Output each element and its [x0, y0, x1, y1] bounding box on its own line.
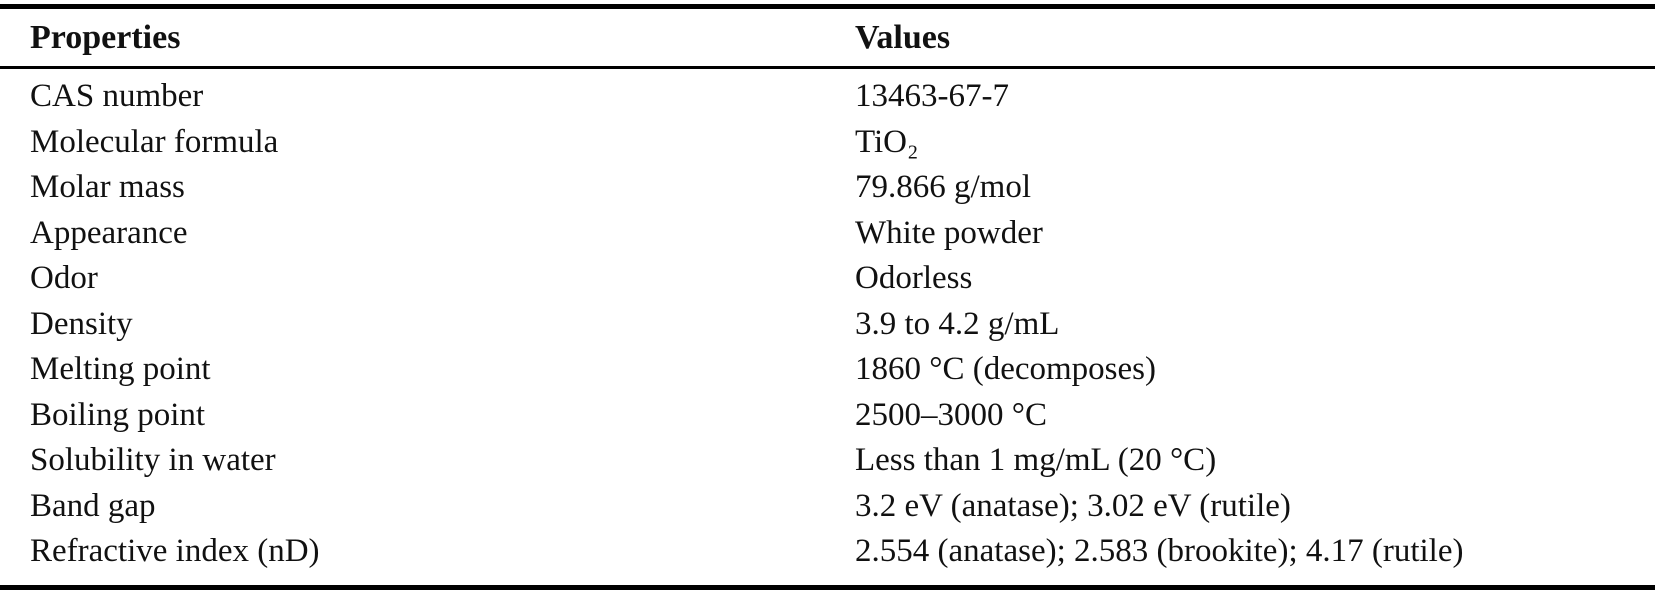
- table-row: Molecular formula TiO₂: [0, 120, 1655, 166]
- table-row: Band gap 3.2 eV (anatase); 3.02 eV (ruti…: [0, 484, 1655, 530]
- bottom-rule: [0, 584, 1655, 590]
- property-cell: Melting point: [30, 351, 211, 388]
- table-row: Solubility in water Less than 1 mg/mL (2…: [0, 438, 1655, 484]
- value-cell: 3.9 to 4.2 g/mL: [855, 305, 1060, 342]
- property-cell: Odor: [30, 260, 98, 297]
- property-cell: CAS number: [30, 78, 204, 115]
- property-cell: Density: [30, 305, 133, 342]
- value-cell: 2.554 (anatase); 2.583 (brookite); 4.17 …: [855, 533, 1464, 570]
- table-row: CAS number 13463-67-7: [0, 74, 1655, 120]
- header-row: Properties Values: [0, 9, 1655, 66]
- value-cell: 79.866 g/mol: [855, 169, 1032, 206]
- value-cell: White powder: [855, 214, 1043, 251]
- table-row: Refractive index (nD) 2.554 (anatase); 2…: [0, 529, 1655, 575]
- column-header-values: Values: [855, 18, 951, 56]
- value-cell: 1860 °C (decomposes): [855, 351, 1156, 388]
- property-cell: Molecular formula: [30, 123, 279, 160]
- column-header-properties: Properties: [30, 18, 181, 56]
- table-row: Density 3.9 to 4.2 g/mL: [0, 302, 1655, 348]
- property-cell: Solubility in water: [30, 442, 276, 479]
- property-cell: Molar mass: [30, 169, 185, 206]
- property-cell: Band gap: [30, 487, 156, 524]
- property-cell: Appearance: [30, 214, 188, 251]
- table-row: Melting point 1860 °C (decomposes): [0, 347, 1655, 393]
- table-row: Molar mass 79.866 g/mol: [0, 165, 1655, 211]
- value-cell: 3.2 eV (anatase); 3.02 eV (rutile): [855, 487, 1291, 524]
- top-rule: [0, 4, 1655, 9]
- value-cell: TiO₂: [855, 123, 919, 160]
- property-cell: Refractive index (nD): [30, 533, 320, 570]
- mid-rule: [0, 66, 1655, 69]
- value-cell: 13463-67-7: [855, 78, 1009, 115]
- table-row: Odor Odorless: [0, 256, 1655, 302]
- table-row: Boiling point 2500–3000 °C: [0, 393, 1655, 439]
- value-cell: 2500–3000 °C: [855, 396, 1047, 433]
- table-row: Appearance White powder: [0, 211, 1655, 257]
- table-body: CAS number 13463-67-7 Molecular formula …: [0, 69, 1655, 579]
- value-cell: Odorless: [855, 260, 973, 297]
- value-cell: Less than 1 mg/mL (20 °C): [855, 442, 1217, 479]
- property-cell: Boiling point: [30, 396, 206, 433]
